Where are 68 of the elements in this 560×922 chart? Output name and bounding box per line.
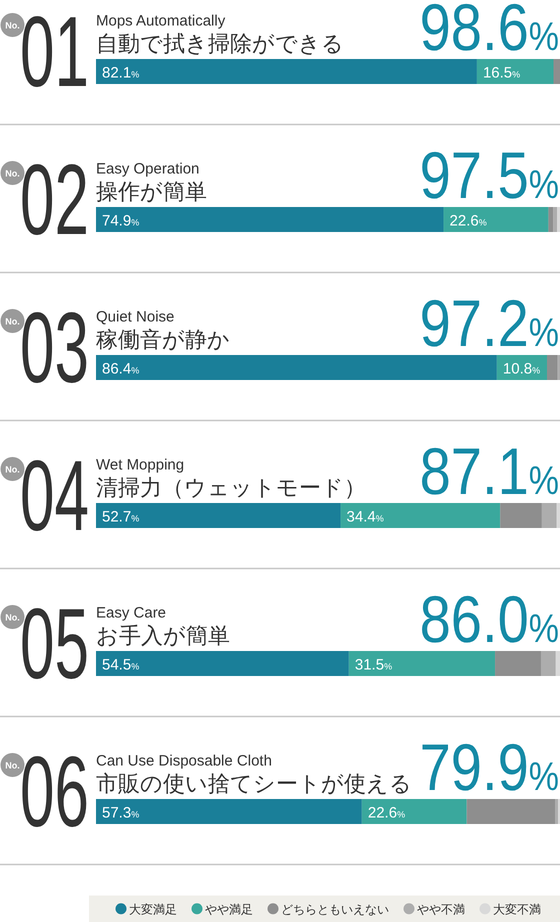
chart-subtitle: 操作が簡単: [96, 179, 207, 204]
data-label: 31.5%: [354, 656, 392, 674]
legend-label: 大変満足: [129, 902, 177, 916]
bar: [547, 355, 558, 380]
bar: [340, 503, 500, 528]
bar: [540, 651, 556, 676]
data-label: 82.1%: [102, 64, 140, 82]
legend-label: 大変不満: [493, 902, 541, 916]
data-label: 52.7%: [102, 508, 140, 526]
text: 01: [20, 0, 89, 108]
text: 06: [20, 736, 89, 848]
data-label: 74.9%: [102, 212, 140, 230]
bar: [96, 799, 362, 824]
data-label: 54.5%: [102, 656, 140, 674]
legend-label: やや不満: [417, 902, 465, 916]
chart-title: Mops Automatically: [96, 12, 226, 30]
bar: [542, 503, 557, 528]
bar: [553, 207, 558, 232]
legend-label: やや満足: [205, 902, 253, 916]
bar: [548, 207, 554, 232]
annotation: 79.9%: [420, 730, 559, 804]
text: 03: [20, 292, 89, 404]
data-label: 34.4%: [346, 508, 384, 526]
data-label: 86.4%: [102, 360, 140, 378]
chart-title: Easy Care: [96, 604, 166, 622]
text: No.: [5, 464, 20, 474]
chart-subtitle: 清掃力（ウェットモード）: [96, 475, 366, 500]
bar: [555, 799, 558, 824]
data-label: 22.6%: [450, 212, 487, 230]
annotation: 86.0%: [420, 582, 559, 656]
bar: [444, 207, 548, 232]
annotation: 87.1%: [420, 434, 559, 508]
text: 02: [20, 144, 89, 256]
bar: [362, 799, 467, 824]
bar: [96, 651, 349, 676]
data-label: 10.8%: [502, 360, 540, 378]
data-label: 22.6%: [368, 804, 406, 822]
chart-title: Quiet Noise: [96, 308, 174, 326]
annotation: 98.6%: [420, 0, 559, 64]
chart-subtitle: お手入が簡単: [96, 623, 230, 648]
chart-subtitle: 稼働音が静か: [96, 327, 230, 352]
bar: [556, 503, 560, 528]
bar: [96, 207, 444, 232]
text: No.: [5, 760, 20, 770]
bar: [495, 651, 541, 676]
text: No.: [5, 20, 20, 30]
data-label: 57.3%: [102, 804, 140, 822]
text: No.: [5, 316, 20, 326]
bar: [96, 503, 341, 528]
text: 05: [20, 588, 89, 700]
legend-label: どちらともいえない: [281, 902, 389, 916]
bar: [348, 651, 496, 676]
bar: [466, 799, 556, 824]
chart-title: Wet Mopping: [96, 456, 184, 474]
chart-title: Can Use Disposable Cloth: [96, 752, 272, 770]
text: 04: [20, 440, 89, 552]
text: No.: [5, 612, 20, 622]
data-label: 16.5%: [482, 64, 520, 82]
chart-subtitle: 自動で拭き掃除ができる: [96, 31, 344, 56]
chart-subtitle: 市販の使い捨てシートが使える: [96, 771, 412, 796]
text: No.: [5, 168, 20, 178]
bar: [500, 503, 542, 528]
bar: [96, 355, 497, 380]
bar: [557, 207, 560, 232]
annotation: 97.5%: [420, 138, 559, 212]
annotation: 97.2%: [420, 286, 559, 360]
chart-title: Easy Operation: [96, 160, 200, 178]
bar: [556, 651, 560, 676]
